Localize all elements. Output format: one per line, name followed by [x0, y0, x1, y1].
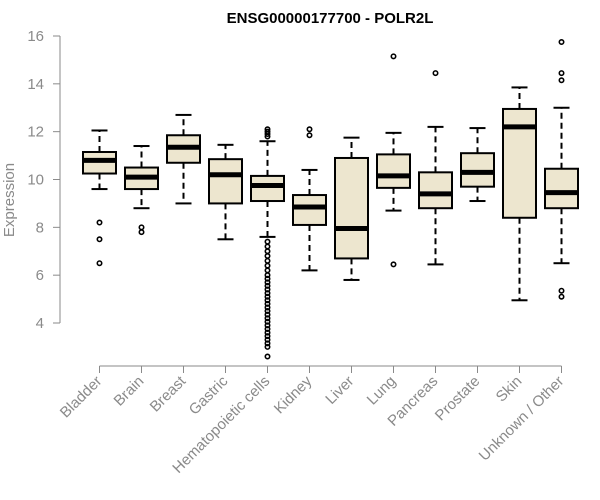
x-tick-label: Brain — [111, 373, 148, 410]
x-tick-label: Breast — [147, 372, 190, 415]
outlier-point — [138, 229, 145, 236]
outlier-point — [264, 311, 271, 318]
outlier-point — [264, 275, 271, 282]
box-bladder — [82, 129, 117, 267]
outlier-point — [558, 38, 565, 45]
y-axis: 4 6 8 10 12 14 16 — [27, 28, 61, 332]
outlier-point — [558, 287, 565, 294]
box-skin — [502, 86, 537, 302]
outlier-point — [264, 308, 271, 315]
outlier-point — [264, 293, 271, 300]
iqr-box — [292, 194, 327, 226]
outlier-point — [264, 336, 271, 343]
outlier-point — [264, 290, 271, 297]
outlier-point — [390, 53, 397, 60]
y-tick-label: 10 — [27, 172, 44, 189]
iqr-box — [208, 158, 243, 205]
y-tick-label: 4 — [36, 315, 44, 332]
outlier-point — [264, 340, 271, 347]
box-brain — [124, 145, 159, 236]
outlier-point — [264, 279, 271, 286]
y-tick-label: 16 — [27, 28, 44, 45]
outlier-point — [390, 261, 397, 268]
outlier-point — [96, 260, 103, 267]
iqr-box — [376, 153, 411, 189]
outlier-point — [264, 353, 271, 360]
outlier-point — [264, 243, 271, 250]
outlier-point — [432, 70, 439, 77]
box-hematopoietic-cells — [250, 126, 285, 360]
outlier-point — [264, 343, 271, 350]
iqr-box — [250, 174, 285, 203]
outlier-point — [264, 297, 271, 304]
outlier-point — [306, 132, 313, 139]
outlier-point — [264, 315, 271, 322]
outlier-point — [264, 318, 271, 325]
outlier-point — [264, 325, 271, 332]
outlier-point — [264, 257, 271, 264]
iqr-box — [544, 167, 579, 210]
outlier-point — [264, 322, 271, 329]
iqr-box — [334, 156, 369, 260]
outlier-point — [96, 236, 103, 243]
box-liver — [334, 136, 369, 281]
iqr-box — [418, 171, 453, 210]
y-axis-label: Expression — [1, 163, 18, 237]
x-tick-label: Bladder — [57, 373, 106, 422]
box-pancreas — [418, 70, 453, 266]
x-tick-label: Liver — [322, 373, 357, 408]
box-breast — [166, 113, 201, 205]
boxes-layer — [82, 38, 579, 360]
outlier-point — [264, 131, 271, 138]
outlier-point — [264, 329, 271, 336]
outlier-point — [264, 300, 271, 307]
outlier-point — [264, 238, 271, 245]
outlier-point — [306, 126, 313, 133]
x-tick-label: Skin — [493, 373, 526, 406]
outlier-point — [138, 224, 145, 231]
box-prostate — [460, 127, 495, 203]
box-kidney — [292, 126, 327, 272]
y-tick-label: 14 — [27, 76, 44, 93]
outlier-point — [264, 133, 271, 140]
x-tick-label: Lung — [364, 373, 400, 409]
box-lung — [376, 53, 411, 268]
y-tick-label: 12 — [27, 124, 44, 141]
outlier-point — [264, 248, 271, 255]
x-tick-label: Kidney — [271, 372, 316, 417]
outlier-point — [264, 286, 271, 293]
outlier-point — [264, 267, 271, 274]
outlier-point — [96, 219, 103, 226]
x-tick-label: Prostate — [432, 373, 484, 425]
outlier-point — [264, 272, 271, 279]
outlier-point — [264, 304, 271, 311]
chart-title: ENSG00000177700 - POLR2L — [227, 10, 434, 27]
outlier-point — [558, 77, 565, 84]
y-tick-label: 6 — [36, 267, 44, 284]
box-gastric — [208, 143, 243, 241]
outlier-point — [264, 262, 271, 269]
outlier-point — [558, 70, 565, 77]
outlier-point — [264, 282, 271, 289]
y-tick-label: 8 — [36, 219, 44, 236]
outlier-point — [264, 333, 271, 340]
outlier-point — [558, 293, 565, 300]
outlier-point — [264, 253, 271, 260]
box-unknown-other — [544, 38, 579, 300]
